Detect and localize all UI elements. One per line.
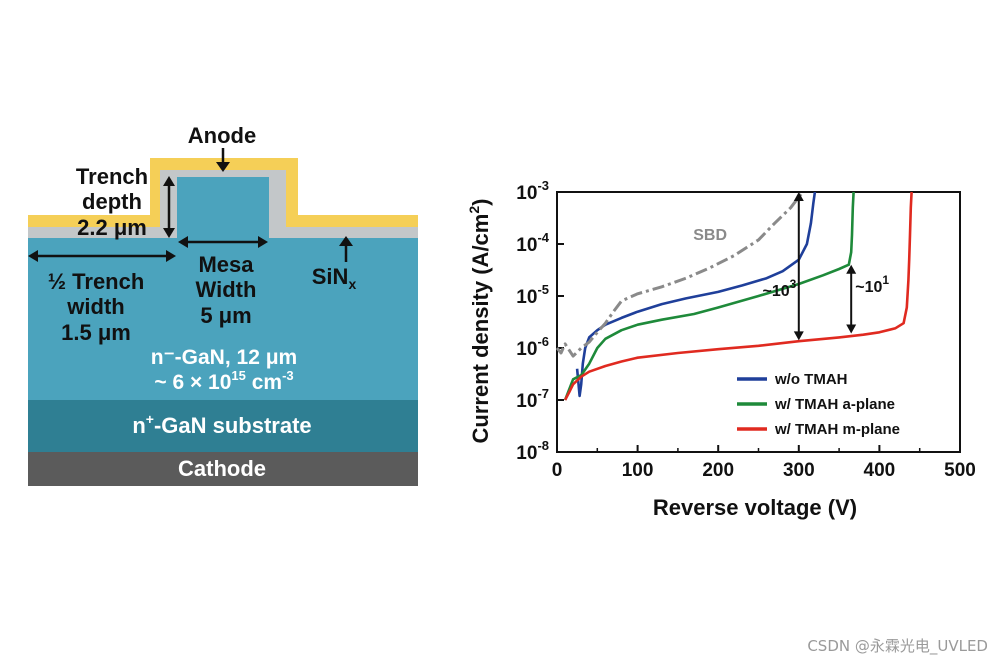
plot-frame <box>556 191 961 453</box>
ratio-arrowhead-bottom-2 <box>846 324 857 334</box>
y-axis-title-base: Current density (A/cm <box>468 214 493 444</box>
sinx-layer <box>28 170 418 238</box>
substrate-label-rest: -GaN substrate <box>154 413 312 438</box>
sinx-label-base: SiN <box>312 264 349 289</box>
x-tick-label: 300 <box>783 460 815 481</box>
x-tick-label: 500 <box>944 460 976 481</box>
x-tick-label: 200 <box>702 460 734 481</box>
y-tick-label: 10-3 <box>516 178 549 204</box>
ratio-arrowhead-top-2 <box>846 264 857 274</box>
y-tick-label: 10-5 <box>516 282 549 308</box>
legend-label: w/ TMAH a-plane <box>774 396 895 413</box>
sinx-label-sub: x <box>348 276 356 292</box>
x-tick-label: 100 <box>622 460 654 481</box>
substrate-label-sup: + <box>146 411 154 427</box>
drift-doping-exp: 15 <box>231 368 245 383</box>
trench-depth-label-line2: depth <box>82 189 142 214</box>
y-tick-label: 10-7 <box>516 386 549 412</box>
series-line-sbd <box>555 191 804 358</box>
trench-depth-arrowhead-bottom <box>163 228 175 238</box>
drift-layer <box>28 238 418 400</box>
half-trench-arrowhead-right <box>166 250 176 262</box>
sbd-annotation: SBD <box>693 227 727 244</box>
anode-arrowhead <box>216 162 230 172</box>
ratio-arrowhead-top-1 <box>793 192 804 201</box>
x-axis-title: Reverse voltage (V) <box>653 495 857 520</box>
y-axis-title-close: ) <box>468 199 493 206</box>
ratio-annotation-1: ~103 <box>763 277 797 300</box>
mesa-width-arrowhead-right <box>258 236 268 248</box>
legend-label: w/o TMAH <box>774 371 848 388</box>
drift-doping-unit-exp: -3 <box>282 368 294 383</box>
trench-depth-value: 2.2 μm <box>77 215 147 240</box>
sinx-arrowhead <box>339 236 353 246</box>
half-trench-label-line2: width <box>66 294 124 319</box>
anode-metal <box>28 158 418 227</box>
substrate-label-base: n <box>132 413 145 438</box>
ratio-annotation-2: ~101 <box>855 273 889 296</box>
mesa-width-label-line2: Width <box>196 277 257 302</box>
plot-area: 0 100 200 300 400 500 10-8 10-7 10-6 10-5 10-4 10-3… <box>516 178 976 481</box>
half-trench-arrowhead-left <box>28 250 38 262</box>
y-tick-label: 10-6 <box>516 334 549 360</box>
half-trench-value: 1.5 μm <box>61 320 131 345</box>
series-line-w-o-tmah <box>575 191 817 398</box>
drift-layer-label-line2: ~ 6 × 1015 cm-3 <box>154 368 293 394</box>
trench-depth-arrowhead-top <box>163 176 175 186</box>
y-axis-title-sup: 2 <box>466 206 482 214</box>
mesa-width-value: 5 μm <box>200 303 251 328</box>
substrate-layer <box>28 400 418 452</box>
watermark: CSDN @永霖光电_UVLED <box>807 637 988 655</box>
cathode-label: Cathode <box>178 456 266 481</box>
cathode-layer <box>28 452 418 486</box>
half-trench-label-line1: ½ Trench <box>48 269 145 294</box>
drift-doping-base: ~ 6 × 10 <box>154 371 231 394</box>
substrate-label: n+-GaN substrate <box>132 411 311 438</box>
y-tick-label: 10-8 <box>516 438 549 464</box>
x-tick-label: 400 <box>864 460 896 481</box>
x-tick-label: 0 <box>552 460 563 481</box>
device-cross-section-diagram: Anode Trench depth 2.2 μm ½ Trench width… <box>28 123 418 486</box>
trench-depth-label-line1: Trench <box>76 164 148 189</box>
series-line-w-tmah-m-plane <box>563 191 913 401</box>
mesa-width-label-line1: Mesa <box>198 252 254 277</box>
sinx-label: SiNx <box>312 264 357 292</box>
y-tick-label: 10-4 <box>516 230 549 256</box>
drift-doping-unit: cm <box>246 371 282 394</box>
drift-layer-label-line1: n⁻-GaN, 12 μm <box>151 346 297 369</box>
anode-label: Anode <box>188 123 256 148</box>
mesa-region <box>177 177 269 239</box>
mesa-width-arrowhead-left <box>178 236 188 248</box>
y-axis-title: Current density (A/cm2) <box>466 199 493 444</box>
series-line-w-tmah-a-plane <box>563 191 855 401</box>
ratio-arrowhead-bottom-1 <box>793 331 804 341</box>
legend-label: w/ TMAH m-plane <box>774 421 900 438</box>
